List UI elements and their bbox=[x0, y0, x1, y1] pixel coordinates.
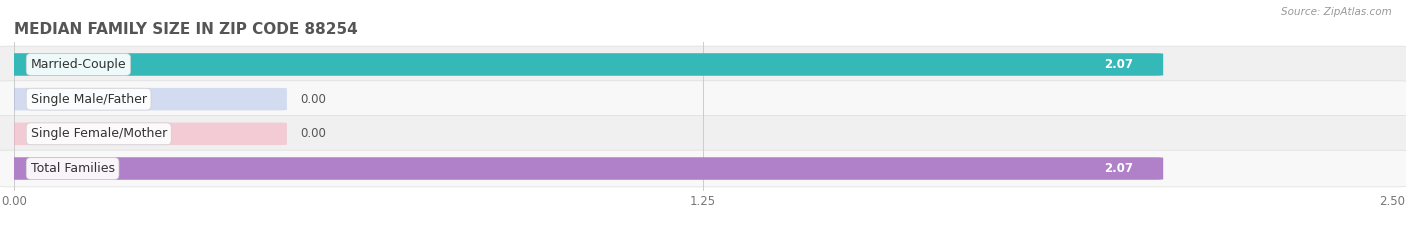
Text: Source: ZipAtlas.com: Source: ZipAtlas.com bbox=[1281, 7, 1392, 17]
FancyBboxPatch shape bbox=[0, 150, 1406, 187]
FancyBboxPatch shape bbox=[0, 46, 1406, 83]
Text: MEDIAN FAMILY SIZE IN ZIP CODE 88254: MEDIAN FAMILY SIZE IN ZIP CODE 88254 bbox=[14, 22, 357, 37]
FancyBboxPatch shape bbox=[6, 88, 287, 110]
FancyBboxPatch shape bbox=[6, 123, 287, 145]
FancyBboxPatch shape bbox=[0, 116, 1406, 152]
FancyBboxPatch shape bbox=[6, 157, 1163, 180]
Text: Total Families: Total Families bbox=[31, 162, 115, 175]
Text: Married-Couple: Married-Couple bbox=[31, 58, 127, 71]
Text: Single Female/Mother: Single Female/Mother bbox=[31, 127, 167, 140]
Text: 2.07: 2.07 bbox=[1104, 162, 1133, 175]
FancyBboxPatch shape bbox=[6, 53, 1163, 76]
Text: 0.00: 0.00 bbox=[301, 93, 326, 106]
Text: Single Male/Father: Single Male/Father bbox=[31, 93, 146, 106]
Text: 2.07: 2.07 bbox=[1104, 58, 1133, 71]
Text: 0.00: 0.00 bbox=[301, 127, 326, 140]
FancyBboxPatch shape bbox=[0, 81, 1406, 117]
